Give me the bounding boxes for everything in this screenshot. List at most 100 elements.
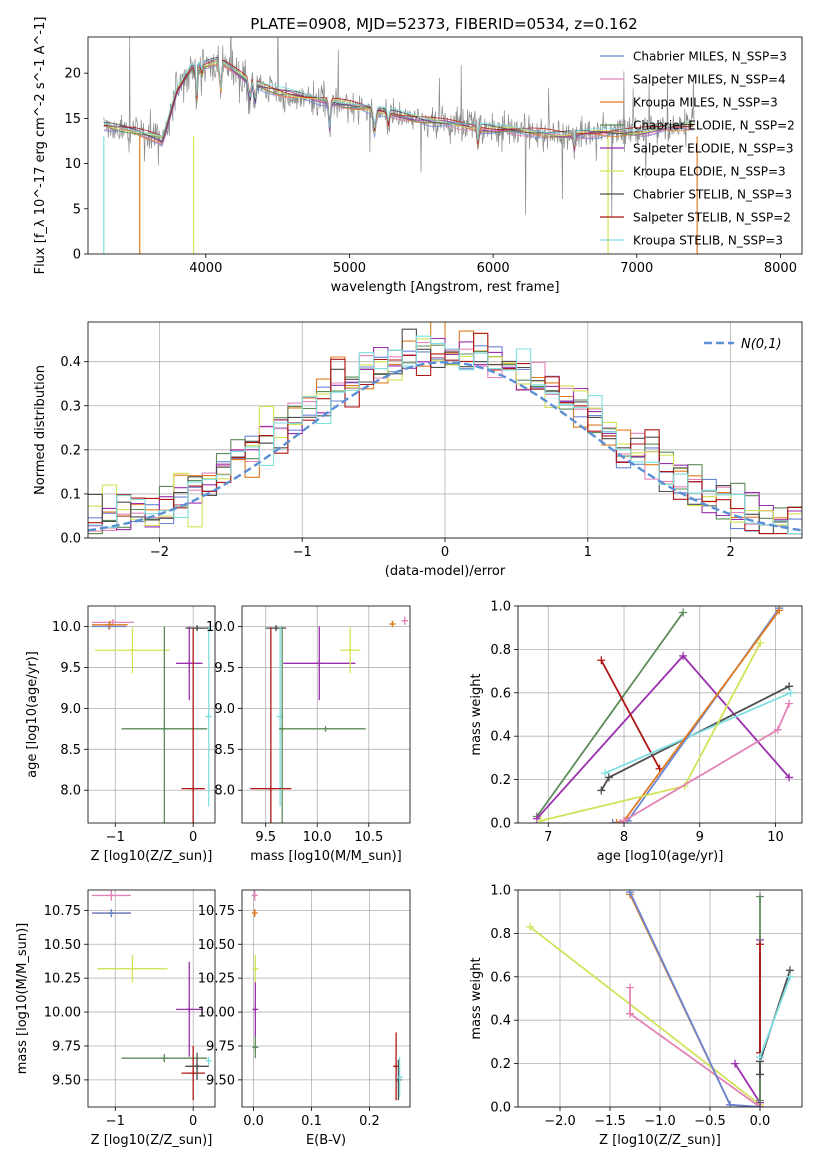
y-tick-label: 0.0 [60, 532, 81, 547]
data-point [775, 606, 784, 615]
data-point [785, 773, 794, 782]
y-tick-label: 0.1 [60, 487, 81, 502]
x-tick-label: 0 [441, 545, 449, 560]
histogram-step [88, 322, 802, 535]
legend-label: Kroupa STELIB, N_SSP=3 [633, 234, 783, 248]
x-tick-label: −1 [293, 545, 312, 560]
plot-area [251, 890, 403, 1101]
mass-weight-line [616, 609, 781, 823]
x-tick-label: −1.0 [644, 1114, 676, 1129]
panel-residuals: −2 −1 0 1 2 0.0 0.1 0.2 0.3 0.4 (data-model)/error… [33, 321, 803, 579]
y-tick-label: 1.0 [490, 884, 511, 899]
y-tick-label: 10.25 [198, 972, 235, 987]
mass-weight-line [604, 691, 791, 774]
x-tick-label: 0 [189, 830, 197, 845]
data-point [604, 773, 613, 782]
data-point [679, 651, 688, 660]
plot-area [91, 890, 212, 1101]
grid [242, 606, 410, 823]
data-point [108, 910, 115, 917]
data-point [251, 892, 258, 899]
legend-label: Salpeter MILES, N_SSP=4 [633, 73, 786, 87]
y-tick-label: 10.0 [206, 620, 235, 635]
x-tick-label: 0.0 [243, 1114, 264, 1129]
data-point [785, 699, 794, 708]
x-axis-label: Z [log10(Z/Z_sun)] [91, 849, 213, 864]
normal-curve [88, 360, 802, 532]
y-tick-label: 10.75 [198, 904, 235, 919]
data-point [626, 890, 634, 897]
x-tick-label: 8 [620, 830, 628, 845]
plot-area [250, 616, 408, 823]
y-axis-label: Normed distribution [33, 365, 48, 495]
mass-weight-line [629, 891, 761, 1107]
x-tick-label: 8000 [764, 261, 797, 276]
x-tick-label: 0.0 [750, 1114, 771, 1129]
data-point [756, 638, 765, 647]
mass-weight-line [600, 659, 661, 770]
legend-label: Chabrier ELODIE, N_SSP=2 [633, 119, 795, 133]
legend: N(0,1) [704, 337, 782, 352]
y-tick-label: 8.0 [60, 784, 81, 799]
data-point [205, 1057, 212, 1064]
data-point [726, 1100, 734, 1107]
data-point [395, 1076, 402, 1083]
panel-mass-vs-ebv: 0.0 0.1 0.2 9.50 9.75 10.00 10.25 10.50 10.75 E(B… [198, 889, 411, 1148]
data-point [252, 1044, 259, 1051]
plot-area [532, 606, 795, 823]
axes-frame [87, 889, 216, 1108]
y-tick-label: 9.75 [52, 1039, 81, 1054]
legend-label: N(0,1) [741, 337, 782, 352]
y-tick-label: 8.5 [214, 743, 235, 758]
data-point [273, 625, 280, 632]
figure-title: PLATE=0908, MJD=52373, FIBERID=0534, z=0… [250, 15, 637, 33]
histogram-step [88, 335, 802, 535]
x-axis-label: Z [log10(Z/Z_sun)] [91, 1133, 213, 1148]
data-point [731, 1059, 739, 1068]
panel-age-vs-mass: 9.5 10.0 10.5 8.0 8.5 9.0 9.5 10.0 mass [log10(M… [206, 605, 411, 864]
legend-label: Kroupa MILES, N_SSP=3 [633, 96, 778, 110]
y-tick-label: 10.0 [52, 620, 81, 635]
model-spectrum-line [103, 58, 694, 149]
y-tick-label: 0 [73, 248, 81, 263]
data-point [597, 656, 606, 665]
data-point [756, 892, 764, 901]
mass-weight-line [536, 654, 790, 820]
data-point [252, 1006, 259, 1013]
data-point [536, 816, 545, 823]
data-point [612, 819, 621, 823]
x-axis-label: mass [log10(M/M_sun)] [250, 849, 402, 864]
mass-weight-line [759, 970, 791, 1075]
y-tick-label: 9.0 [214, 702, 235, 717]
y-tick-label: 5 [73, 202, 81, 217]
data-point [129, 647, 136, 654]
data-point [773, 725, 782, 734]
y-tick-label: 15 [64, 112, 81, 127]
data-point [186, 660, 193, 667]
x-tick-label: 0.1 [301, 1114, 322, 1129]
x-tick-label: 9.5 [255, 830, 276, 845]
x-tick-label: −1 [106, 830, 125, 845]
data-point [786, 972, 794, 981]
legend-label: Chabrier MILES, N_SSP=3 [633, 50, 787, 64]
legend-label: Kroupa ELODIE, N_SSP=3 [633, 165, 786, 179]
y-tick-label: 0.2 [490, 773, 511, 788]
panel-mass-weight-vs-age: 7 8 9 10 0.0 0.2 0.4 0.6 0.8 1.0 age [log10(age/yr… [469, 600, 803, 864]
model-spectrum-line [103, 58, 694, 147]
x-tick-label: −1 [106, 1114, 125, 1129]
mass-weight-line [619, 703, 790, 823]
y-tick-label: 10.25 [44, 972, 81, 987]
data-point [608, 819, 617, 823]
y-tick-label: 0.0 [490, 1101, 511, 1116]
data-point [597, 786, 606, 795]
data-point [194, 625, 201, 632]
x-tick-label: −2.0 [544, 1114, 576, 1129]
x-tick-label: 1 [584, 545, 592, 560]
mass-weight-line [536, 611, 684, 818]
legend-label: Chabrier STELIB, N_SSP=3 [633, 188, 792, 202]
axes-frame [241, 889, 411, 1108]
axes-frame [87, 321, 803, 539]
axes-frame [241, 605, 411, 824]
x-tick-label: 7000 [620, 261, 653, 276]
y-tick-label: 0.4 [60, 355, 81, 370]
